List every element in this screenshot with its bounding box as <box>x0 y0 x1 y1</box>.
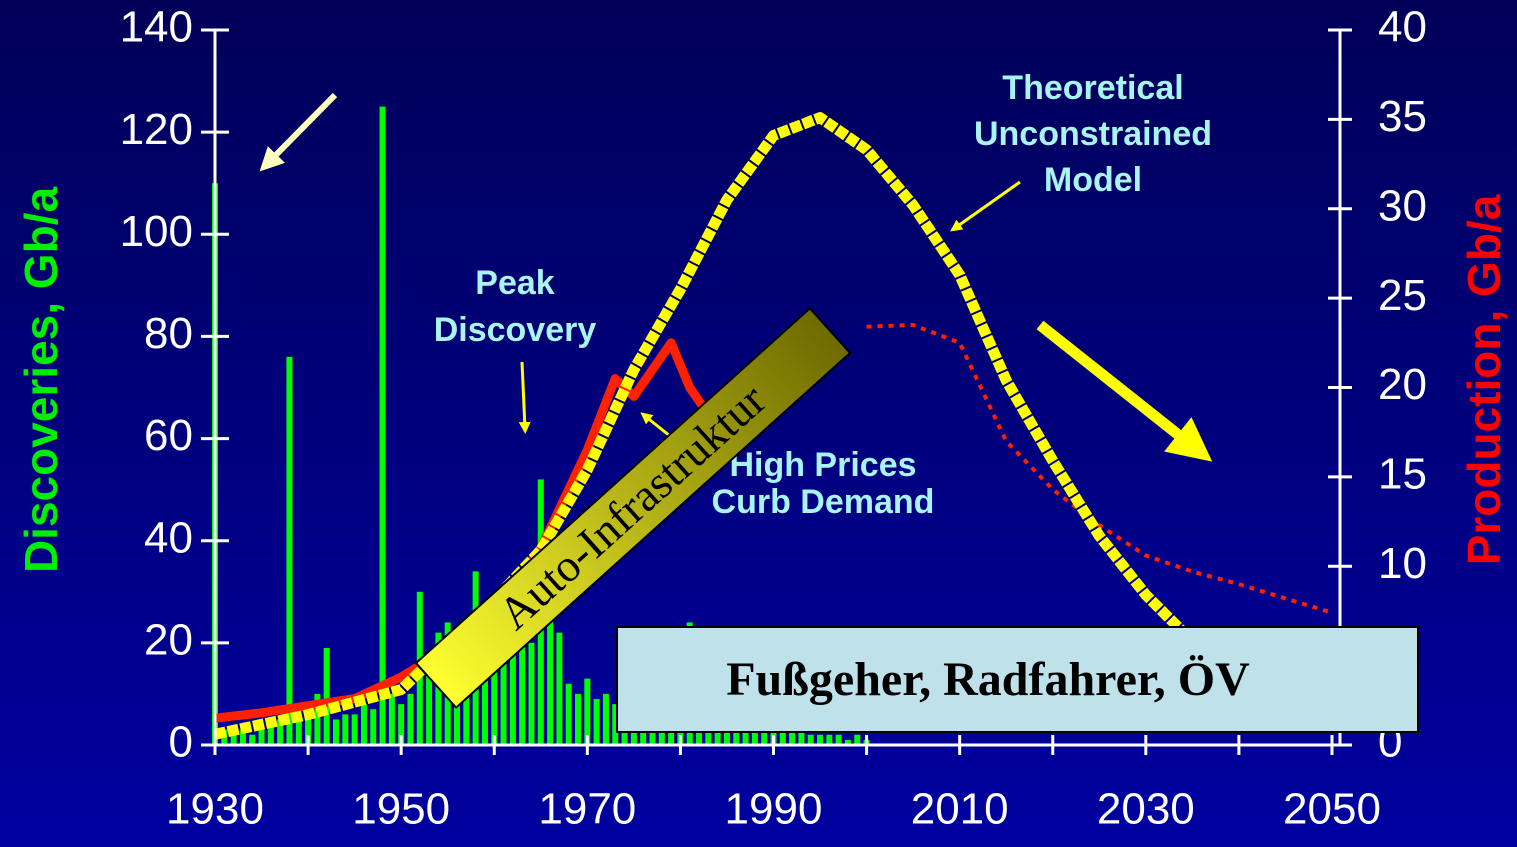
bar <box>258 729 265 745</box>
arrow <box>1036 320 1213 462</box>
bar <box>826 734 833 745</box>
bar <box>314 693 321 745</box>
annotation: Discovery <box>434 311 597 349</box>
x-tick-label: 2010 <box>911 785 1009 834</box>
bar <box>528 642 535 745</box>
bar <box>305 714 312 745</box>
bar <box>370 709 377 745</box>
bar <box>230 734 237 745</box>
y-tick-label: 20 <box>144 615 193 664</box>
bar <box>249 734 256 745</box>
y-axis-label: Discoveries, Gb/a <box>15 187 67 573</box>
bar <box>817 734 824 745</box>
bar <box>267 724 274 745</box>
bar <box>295 719 302 745</box>
bar <box>779 729 786 745</box>
annotation: Model <box>1044 161 1142 199</box>
bar <box>333 719 340 745</box>
bar <box>602 693 609 745</box>
bar <box>584 678 591 745</box>
y-tick-label: 80 <box>144 309 193 358</box>
y-tick-label: 40 <box>144 513 193 562</box>
y2-tick-label: 40 <box>1378 3 1427 52</box>
bar <box>277 719 284 745</box>
bar <box>509 632 516 745</box>
bar <box>565 683 572 745</box>
y2-tick-label: 15 <box>1378 450 1427 499</box>
y-tick-label: 0 <box>169 718 193 767</box>
annotation: High Prices <box>729 446 916 484</box>
arrow <box>950 180 1021 232</box>
y2-tick-label: 10 <box>1378 539 1427 588</box>
y-tick-label: 60 <box>144 411 193 460</box>
bar <box>351 714 358 745</box>
box <box>414 306 852 710</box>
arrow <box>518 361 531 434</box>
bar <box>612 704 619 745</box>
line <box>866 322 1333 615</box>
x-tick-label: 1930 <box>166 785 264 834</box>
bar <box>770 724 777 745</box>
y-tick-label: 120 <box>120 105 193 154</box>
y2-axis-label: Production, Gb/a <box>1458 194 1510 565</box>
bar <box>807 734 814 745</box>
box-label: Fußgeher, Radfahrer, ÖV <box>726 653 1250 706</box>
bar <box>519 602 526 745</box>
annotation: Theoretical <box>1002 69 1183 107</box>
bar <box>407 693 414 745</box>
bar <box>733 724 740 745</box>
y-tick-label: 100 <box>120 207 193 256</box>
y2-tick-label: 35 <box>1378 92 1427 141</box>
bar <box>575 693 582 745</box>
bar <box>239 729 246 745</box>
annotation: Peak <box>475 264 554 302</box>
bar <box>789 729 796 745</box>
bar <box>426 673 433 745</box>
bar <box>388 693 395 745</box>
x-tick-label: 2030 <box>1097 785 1195 834</box>
y-tick-label: 140 <box>120 3 193 52</box>
bar <box>547 540 554 745</box>
bar <box>286 356 293 745</box>
bar <box>835 734 842 745</box>
x-tick-label: 1970 <box>538 785 636 834</box>
annotations: Peak Discovery Theoretical Unconstrained Mod… <box>434 69 1212 521</box>
bar <box>798 729 805 745</box>
x-tick-label: 1990 <box>725 785 823 834</box>
y2-tick-label: 25 <box>1378 271 1427 320</box>
annotation: Curb Demand <box>712 483 935 521</box>
x-tick-label: 2050 <box>1283 785 1381 834</box>
bar <box>379 106 386 746</box>
bar <box>854 734 861 745</box>
box <box>616 626 1419 733</box>
bar <box>323 647 330 745</box>
bar <box>500 591 507 745</box>
bar <box>593 699 600 745</box>
bar <box>556 632 563 745</box>
x-tick-label: 1950 <box>352 785 450 834</box>
y2-tick-label: 30 <box>1378 181 1427 230</box>
bar <box>360 704 367 745</box>
arrow <box>259 92 338 172</box>
y2-tick-label: 20 <box>1378 360 1427 409</box>
bar <box>398 704 405 745</box>
bar <box>342 714 349 745</box>
bar <box>844 739 851 745</box>
annotation: Unconstrained <box>974 115 1212 153</box>
